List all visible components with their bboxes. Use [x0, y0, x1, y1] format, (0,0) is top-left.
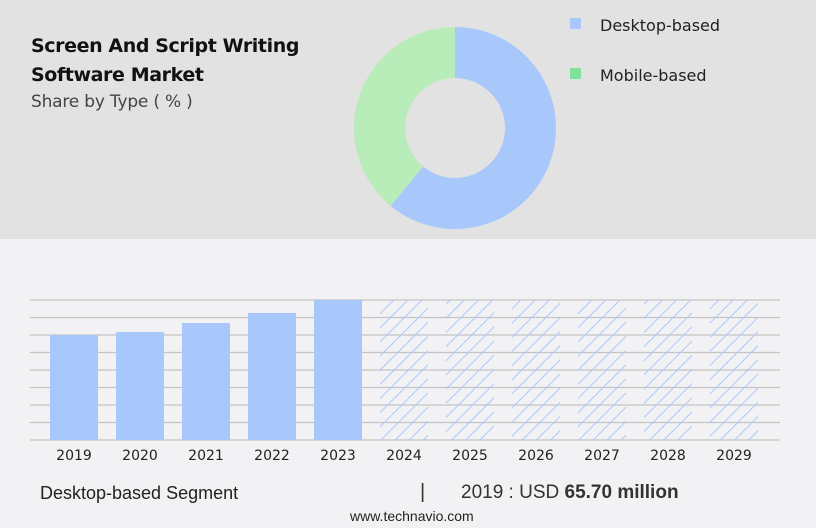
bar-chart: 2019 2020 2021 2022 2023 2024 2025 2026 2027 2028…: [30, 299, 780, 464]
bars: [50, 300, 758, 440]
footer-divider: |: [420, 481, 426, 503]
source-url: www.technavio.com: [350, 508, 474, 524]
forecast-bar-2024: [380, 300, 428, 440]
segment-amount: 65.70 million: [564, 482, 679, 503]
x-axis-label: 2020: [122, 448, 158, 464]
forecast-bar-2028: [644, 300, 692, 440]
forecast-bar-2029: [710, 300, 758, 440]
x-axis-label: 2019: [56, 448, 92, 464]
bar-2021: [182, 323, 230, 440]
legend-label: Desktop-based: [600, 16, 721, 35]
bar-2022: [248, 312, 296, 440]
chart-subtitle: Share by Type ( % ): [31, 92, 193, 112]
legend-swatch-icon: [570, 68, 581, 79]
forecast-bar-2025: [446, 300, 494, 440]
forecast-bar-2027: [578, 300, 626, 440]
title-line-1: Screen And Script Writing: [31, 35, 300, 57]
x-axis-label: 2022: [254, 448, 290, 464]
x-axis-label: 2025: [452, 448, 488, 464]
share-by-type-panel: Screen And Script Writing Software Marke…: [0, 0, 816, 239]
bar-2020: [116, 331, 164, 440]
x-axis-label: 2024: [386, 448, 422, 464]
x-axis-label: 2029: [716, 448, 752, 464]
chart-title: Screen And Script Writing Software Marke…: [31, 32, 299, 90]
x-axis-label: 2021: [188, 448, 224, 464]
legend-label: Mobile-based: [600, 66, 707, 85]
bar-2023: [314, 300, 362, 440]
segment-year: 2019 : USD: [461, 482, 565, 503]
x-axis-label: 2028: [650, 448, 686, 464]
donut-slice-desktop-based: [390, 27, 556, 229]
donut-slice-mobile-based: [354, 27, 455, 206]
segment-value: 2019 : USD 65.70 million: [461, 482, 679, 504]
x-axis-label: 2027: [584, 448, 620, 464]
x-axis-label: 2023: [320, 448, 356, 464]
x-axis-label: 2026: [518, 448, 554, 464]
forecast-bar-2026: [512, 300, 560, 440]
donut-chart: [354, 27, 556, 229]
legend-swatch-icon: [570, 18, 581, 29]
title-line-2: Software Market: [31, 64, 204, 86]
segment-label: Desktop-based Segment: [40, 483, 239, 503]
bar-2019: [50, 335, 98, 440]
x-axis-labels: 2019 2020 2021 2022 2023 2024 2025 2026 2027 2028…: [56, 448, 752, 464]
